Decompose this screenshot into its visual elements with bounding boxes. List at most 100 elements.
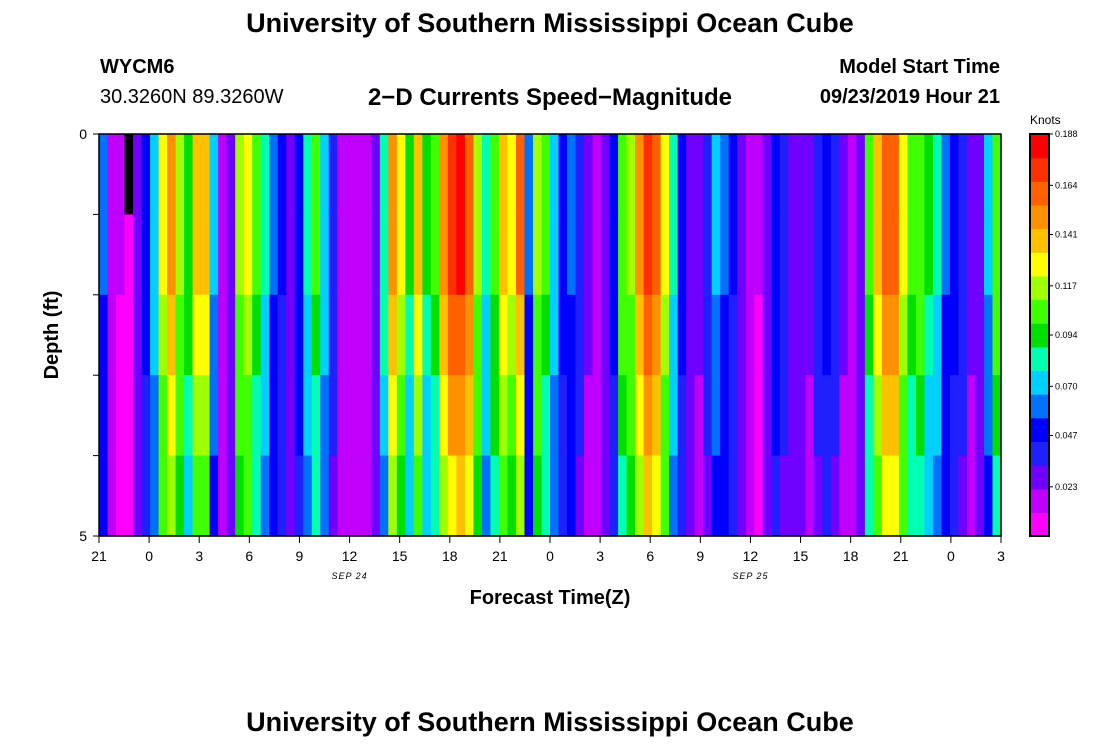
heatmap-cell bbox=[949, 375, 960, 457]
heatmap-cell bbox=[515, 214, 526, 296]
heatmap-cell bbox=[898, 134, 908, 215]
heatmap-cell bbox=[745, 134, 755, 215]
heatmap-cell bbox=[473, 455, 483, 537]
heatmap-cell bbox=[184, 294, 194, 376]
heatmap-cell bbox=[328, 455, 338, 537]
heatmap-cell bbox=[966, 455, 977, 537]
heatmap-cell bbox=[694, 375, 704, 457]
heatmap-cell bbox=[941, 455, 951, 537]
heatmap-cell bbox=[473, 214, 483, 296]
heatmap-cell bbox=[839, 294, 849, 376]
heatmap-cell bbox=[99, 214, 109, 296]
y-tick-label: 0 bbox=[79, 126, 87, 142]
heatmap-cell bbox=[490, 375, 500, 457]
heatmap-cell bbox=[822, 375, 832, 457]
heatmap-cell bbox=[362, 455, 372, 537]
heatmap-cell bbox=[737, 294, 747, 376]
heatmap-cell bbox=[252, 214, 262, 296]
heatmap-cell bbox=[575, 375, 585, 457]
heatmap-cell bbox=[150, 375, 160, 457]
heatmap-cell bbox=[677, 294, 687, 376]
heatmap-cell bbox=[124, 214, 134, 296]
heatmap-cell bbox=[269, 455, 279, 537]
heatmap-cell bbox=[873, 294, 883, 376]
heatmap-cell bbox=[898, 294, 908, 376]
heatmap-cell bbox=[584, 375, 594, 457]
heatmap-cell bbox=[609, 294, 619, 376]
heatmap-cell bbox=[805, 134, 815, 215]
heatmap-cell bbox=[158, 214, 168, 296]
heatmap-cell bbox=[141, 375, 151, 457]
heatmap-cell bbox=[652, 134, 662, 215]
x-tick-label: 6 bbox=[646, 548, 654, 564]
heatmap-cell bbox=[396, 455, 406, 537]
heatmap-cell bbox=[158, 294, 168, 376]
heatmap-cell bbox=[218, 214, 228, 296]
heatmap-cell bbox=[890, 375, 900, 457]
heatmap-cell bbox=[839, 455, 849, 537]
heatmap-cell bbox=[167, 294, 177, 376]
heatmap-cell bbox=[294, 375, 304, 457]
heatmap-cell bbox=[337, 294, 347, 376]
heatmap-cell bbox=[822, 214, 832, 296]
heatmap-cell bbox=[864, 134, 874, 215]
heatmap-cell bbox=[745, 455, 755, 537]
heatmap-cell bbox=[949, 455, 960, 537]
heatmap-cell bbox=[481, 134, 492, 215]
heatmap-cell bbox=[405, 294, 415, 376]
heatmap-cell bbox=[983, 375, 994, 457]
heatmap-cell bbox=[388, 455, 398, 537]
heatmap-cell bbox=[107, 375, 117, 457]
heatmap-cell bbox=[745, 294, 755, 376]
heatmap-cell bbox=[184, 214, 194, 296]
heatmap-cell bbox=[209, 294, 219, 376]
heatmap-cell bbox=[422, 375, 432, 457]
heatmap-cell bbox=[728, 214, 738, 296]
heatmap-cell bbox=[150, 294, 160, 376]
model-start-label: Model Start Time bbox=[839, 56, 1000, 78]
heatmap-cell bbox=[422, 455, 432, 537]
heatmap-cell bbox=[728, 294, 738, 376]
heatmap-cell bbox=[609, 214, 619, 296]
heatmap-cell bbox=[507, 214, 517, 296]
heatmap-cell bbox=[983, 214, 994, 296]
heatmap-cell bbox=[192, 134, 202, 215]
heatmap-cell bbox=[286, 375, 296, 457]
colorbar-segment bbox=[1030, 417, 1049, 443]
colorbar-segment bbox=[1030, 370, 1049, 395]
heatmap-cell bbox=[192, 214, 202, 296]
heatmap-cell bbox=[413, 214, 423, 296]
x-tick-label: 15 bbox=[392, 548, 408, 564]
heatmap-cell bbox=[686, 375, 696, 457]
heatmap-cell bbox=[201, 455, 211, 537]
heatmap-cell bbox=[601, 375, 611, 457]
heatmap-cell bbox=[439, 294, 449, 376]
heatmap-cell bbox=[660, 294, 670, 376]
heatmap-cell bbox=[737, 455, 747, 537]
heatmap-cell bbox=[686, 134, 696, 215]
x-tick-label: 0 bbox=[145, 548, 153, 564]
heatmap-cell bbox=[447, 214, 457, 296]
heatmap-cell bbox=[473, 375, 483, 457]
colorbar-tick-label: 0.070 bbox=[1055, 381, 1078, 391]
heatmap-cell bbox=[847, 134, 857, 215]
date-label: SEP 24 bbox=[331, 571, 367, 581]
heatmap-cell bbox=[311, 455, 321, 537]
heatmap-cell bbox=[524, 375, 534, 457]
heatmap-cell bbox=[354, 294, 364, 376]
heatmap-cell bbox=[379, 294, 389, 376]
heatmap-cell bbox=[550, 134, 560, 215]
heatmap-cell bbox=[652, 214, 662, 296]
heatmap-cell bbox=[99, 294, 109, 376]
heatmap-cell bbox=[447, 455, 457, 537]
heatmap-cell bbox=[396, 214, 406, 296]
heatmap-cell bbox=[558, 375, 568, 457]
heatmap-cell bbox=[328, 294, 338, 376]
heatmap-cell bbox=[481, 375, 492, 457]
heatmap-cell bbox=[362, 214, 372, 296]
x-tick-label: 18 bbox=[442, 548, 458, 564]
x-axis: 21 0 3 6 9 12 15 18 21 0 3 6 9 12 15 18 21 0 3 SEP 24 SEP 25 bbox=[91, 536, 1005, 581]
heatmap-cell bbox=[243, 455, 253, 537]
heatmap-cell bbox=[396, 294, 406, 376]
heatmap-cell bbox=[524, 294, 534, 376]
